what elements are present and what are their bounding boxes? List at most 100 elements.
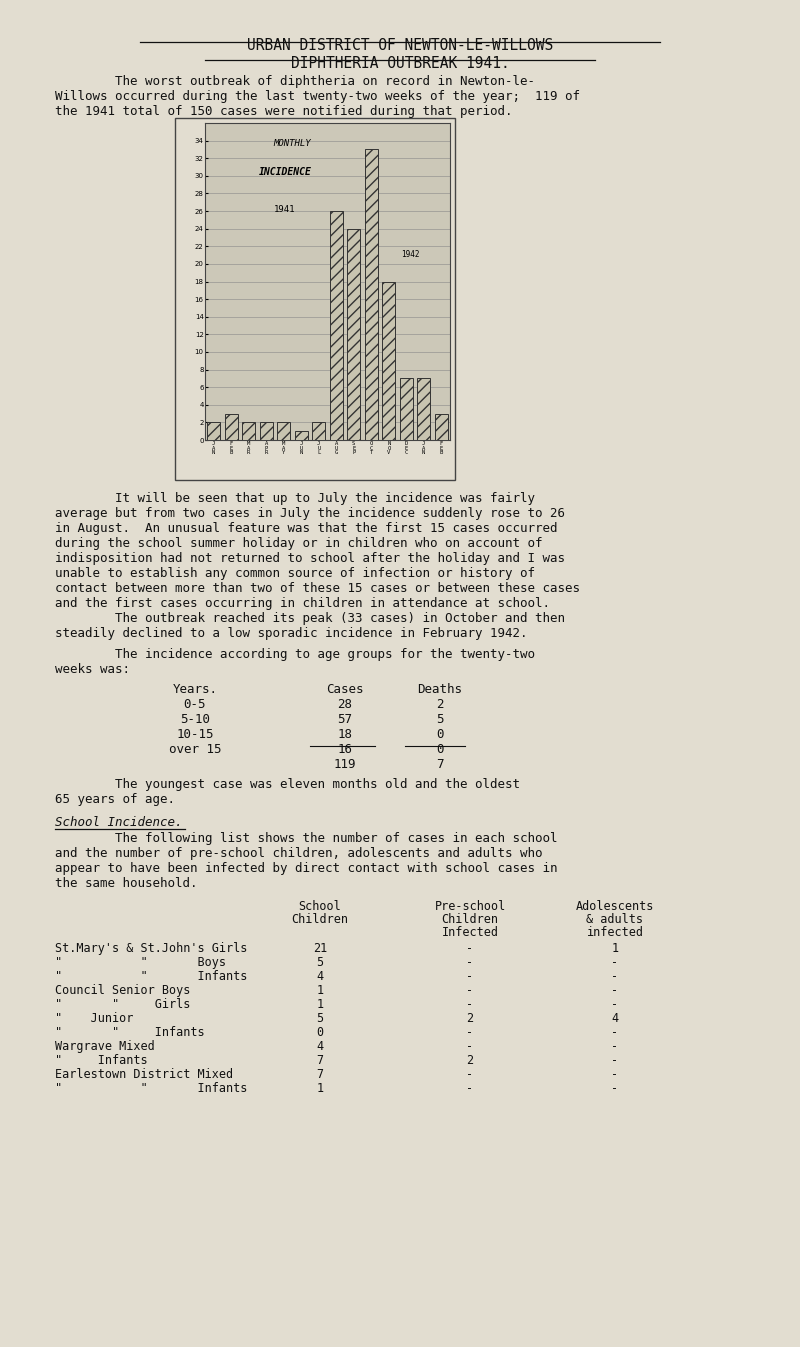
Text: Adolescents: Adolescents (576, 900, 654, 913)
Text: St.Mary's & St.John's Girls: St.Mary's & St.John's Girls (55, 942, 247, 955)
Text: -: - (611, 1053, 618, 1067)
Text: 4: 4 (317, 1040, 323, 1053)
Text: 1: 1 (317, 1082, 323, 1095)
Text: Children: Children (442, 913, 498, 925)
Text: Deaths: Deaths (418, 683, 462, 696)
Text: 1: 1 (611, 942, 618, 955)
Text: "       "     Infants: " " Infants (55, 1026, 205, 1039)
Text: over 15: over 15 (169, 744, 222, 756)
Text: indisposition had not returned to school after the holiday and I was: indisposition had not returned to school… (55, 552, 565, 564)
Text: -: - (466, 1082, 474, 1095)
Text: appear to have been infected by direct contact with school cases in: appear to have been infected by direct c… (55, 862, 558, 876)
Bar (382, 282, 395, 440)
Text: 2: 2 (436, 698, 444, 711)
Text: The worst outbreak of diphtheria on record in Newton-le-: The worst outbreak of diphtheria on reco… (55, 75, 535, 88)
Text: -: - (466, 1040, 474, 1053)
Bar (434, 414, 448, 440)
Text: 21: 21 (313, 942, 327, 955)
Text: "           "       Boys: " " Boys (55, 956, 226, 968)
Text: -: - (611, 1068, 618, 1082)
Text: 0: 0 (436, 727, 444, 741)
Text: 7: 7 (317, 1053, 323, 1067)
Text: infected: infected (586, 925, 643, 939)
Text: "     Infants: " Infants (55, 1053, 148, 1067)
Text: "       "     Girls: " " Girls (55, 998, 190, 1012)
Bar (365, 150, 378, 440)
Text: during the school summer holiday or in children who on account of: during the school summer holiday or in c… (55, 537, 542, 550)
Text: -: - (611, 998, 618, 1012)
Text: The youngest case was eleven months old and the oldest: The youngest case was eleven months old … (55, 779, 520, 791)
Text: 65 years of age.: 65 years of age. (55, 793, 175, 806)
Text: INCIDENCE: INCIDENCE (259, 167, 312, 178)
Text: 0: 0 (317, 1026, 323, 1039)
Text: Pre-school: Pre-school (434, 900, 506, 913)
Bar (347, 229, 360, 440)
Text: contact between more than two of these 15 cases or between these cases: contact between more than two of these 1… (55, 582, 580, 595)
Bar (242, 423, 255, 440)
Bar (207, 423, 220, 440)
Text: 2: 2 (466, 1053, 474, 1067)
Text: Cases: Cases (326, 683, 364, 696)
Text: School Incidence.: School Incidence. (55, 816, 182, 828)
Text: Council Senior Boys: Council Senior Boys (55, 985, 190, 997)
Text: DIPHTHERIA OUTBREAK 1941.: DIPHTHERIA OUTBREAK 1941. (290, 57, 510, 71)
Text: School: School (298, 900, 342, 913)
Bar (225, 414, 238, 440)
Text: MONTHLY: MONTHLY (274, 139, 311, 148)
Text: 5: 5 (317, 956, 323, 968)
Text: -: - (611, 1040, 618, 1053)
Text: The following list shows the number of cases in each school: The following list shows the number of c… (55, 832, 558, 845)
Text: 10-15: 10-15 (176, 727, 214, 741)
Text: -: - (466, 985, 474, 997)
Text: 1: 1 (317, 998, 323, 1012)
Text: Willows occurred during the last twenty-two weeks of the year;  119 of: Willows occurred during the last twenty-… (55, 90, 580, 102)
Text: Infected: Infected (442, 925, 498, 939)
Text: in August.  An unusual feature was that the first 15 cases occurred: in August. An unusual feature was that t… (55, 523, 558, 535)
Text: 1942: 1942 (401, 249, 419, 259)
Text: Wargrave Mixed: Wargrave Mixed (55, 1040, 154, 1053)
Text: steadily declined to a low sporadic incidence in February 1942.: steadily declined to a low sporadic inci… (55, 626, 527, 640)
Bar (277, 423, 290, 440)
Text: -: - (466, 1026, 474, 1039)
Text: The outbreak reached its peak (33 cases) in October and then: The outbreak reached its peak (33 cases)… (55, 612, 565, 625)
Bar (417, 379, 430, 440)
Text: "           "       Infants: " " Infants (55, 1082, 247, 1095)
Text: and the number of pre-school children, adolescents and adults who: and the number of pre-school children, a… (55, 847, 542, 859)
Bar (294, 431, 308, 440)
Text: average but from two cases in July the incidence suddenly rose to 26: average but from two cases in July the i… (55, 506, 565, 520)
Text: 18: 18 (338, 727, 353, 741)
Text: 28: 28 (338, 698, 353, 711)
Text: -: - (466, 942, 474, 955)
Bar (330, 211, 343, 440)
Text: & adults: & adults (586, 913, 643, 925)
Text: -: - (466, 970, 474, 983)
Text: 5-10: 5-10 (180, 713, 210, 726)
Text: and the first cases occurring in children in attendance at school.: and the first cases occurring in childre… (55, 597, 550, 610)
Text: 1941: 1941 (274, 206, 295, 214)
Text: -: - (611, 1082, 618, 1095)
Text: "           "       Infants: " " Infants (55, 970, 247, 983)
Text: 0-5: 0-5 (184, 698, 206, 711)
Text: 5: 5 (436, 713, 444, 726)
Text: 57: 57 (338, 713, 353, 726)
Text: 5: 5 (317, 1012, 323, 1025)
Text: the same household.: the same household. (55, 877, 198, 890)
Text: Years.: Years. (173, 683, 218, 696)
Text: 0: 0 (436, 744, 444, 756)
Text: weeks was:: weeks was: (55, 663, 130, 676)
Text: It will be seen that up to July the incidence was fairly: It will be seen that up to July the inci… (55, 492, 535, 505)
Text: URBAN DISTRICT OF NEWTON-LE-WILLOWS: URBAN DISTRICT OF NEWTON-LE-WILLOWS (247, 38, 553, 53)
Text: -: - (611, 1026, 618, 1039)
Text: the 1941 total of 150 cases were notified during that period.: the 1941 total of 150 cases were notifie… (55, 105, 513, 119)
Text: Children: Children (291, 913, 349, 925)
Text: 7: 7 (436, 758, 444, 770)
Text: 4: 4 (611, 1012, 618, 1025)
Text: 2: 2 (466, 1012, 474, 1025)
Text: 7: 7 (317, 1068, 323, 1082)
Text: -: - (466, 956, 474, 968)
Text: -: - (466, 1068, 474, 1082)
Text: -: - (466, 998, 474, 1012)
Bar (400, 379, 413, 440)
Text: "    Junior: " Junior (55, 1012, 134, 1025)
Text: 4: 4 (317, 970, 323, 983)
